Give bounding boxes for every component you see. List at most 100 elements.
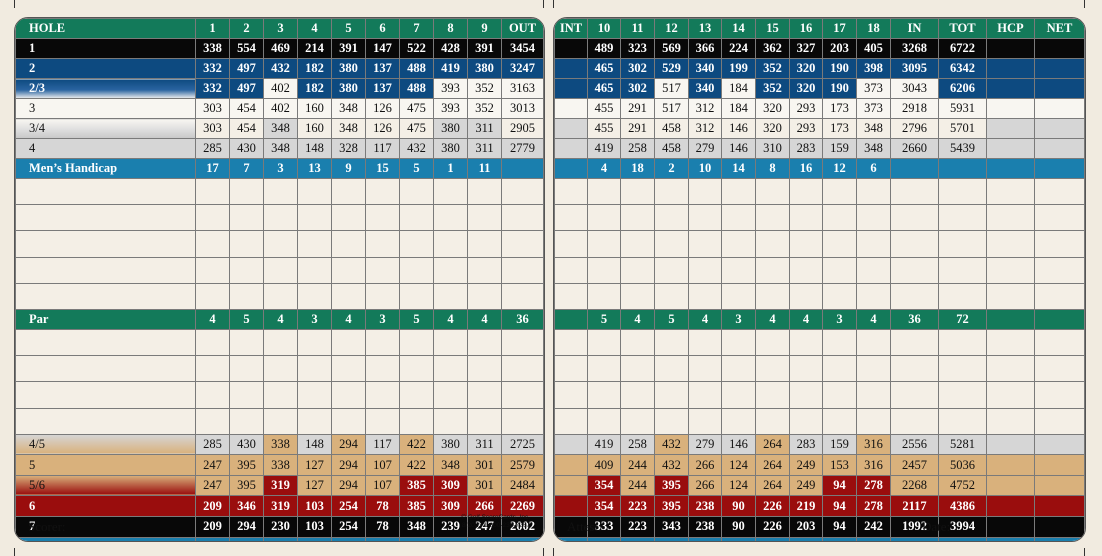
empty-cell[interactable]: [263, 230, 298, 258]
empty-cell[interactable]: [721, 177, 756, 206]
empty-cell[interactable]: [856, 282, 891, 310]
empty-cell[interactable]: [620, 355, 655, 383]
empty-cell[interactable]: [195, 328, 230, 357]
empty-cell[interactable]: [195, 256, 230, 284]
empty-cell[interactable]: [938, 158, 987, 179]
empty-cell[interactable]: [986, 138, 1035, 159]
empty-cell[interactable]: [195, 177, 230, 206]
empty-cell[interactable]: [297, 204, 332, 232]
empty-cell[interactable]: [986, 158, 1035, 179]
empty-cell[interactable]: [1034, 433, 1085, 456]
empty-cell[interactable]: [229, 355, 264, 383]
empty-cell[interactable]: [986, 256, 1035, 284]
empty-cell[interactable]: [263, 407, 298, 435]
empty-cell[interactable]: [554, 158, 588, 179]
empty-cell[interactable]: [986, 230, 1035, 258]
empty-cell[interactable]: [229, 204, 264, 232]
empty-cell[interactable]: [721, 381, 756, 409]
empty-cell[interactable]: [263, 256, 298, 284]
empty-cell[interactable]: [554, 118, 588, 139]
empty-cell[interactable]: [501, 204, 544, 232]
empty-cell[interactable]: [938, 381, 987, 409]
empty-cell[interactable]: [721, 355, 756, 383]
empty-cell[interactable]: [721, 407, 756, 435]
empty-cell[interactable]: [263, 282, 298, 310]
empty-cell[interactable]: [263, 355, 298, 383]
empty-cell[interactable]: [986, 282, 1035, 310]
empty-cell[interactable]: [938, 407, 987, 435]
empty-cell[interactable]: [263, 381, 298, 409]
empty-cell[interactable]: [433, 381, 468, 409]
empty-cell[interactable]: [789, 204, 823, 232]
empty-cell[interactable]: [654, 204, 689, 232]
empty-cell[interactable]: [755, 230, 790, 258]
empty-cell[interactable]: [721, 204, 756, 232]
empty-cell[interactable]: [331, 407, 366, 435]
empty-cell[interactable]: [587, 256, 621, 284]
empty-cell[interactable]: [297, 381, 332, 409]
empty-cell[interactable]: [938, 230, 987, 258]
empty-cell[interactable]: [856, 177, 891, 206]
empty-cell[interactable]: [789, 407, 823, 435]
empty-cell[interactable]: [467, 407, 502, 435]
empty-cell[interactable]: [501, 256, 544, 284]
empty-cell[interactable]: [467, 282, 502, 310]
empty-cell[interactable]: [554, 256, 588, 284]
empty-cell[interactable]: [1034, 328, 1085, 357]
empty-cell[interactable]: [822, 177, 857, 206]
empty-cell[interactable]: [587, 407, 621, 435]
empty-cell[interactable]: [1034, 204, 1085, 232]
empty-cell[interactable]: [331, 381, 366, 409]
empty-cell[interactable]: [554, 407, 588, 435]
empty-cell[interactable]: [986, 177, 1035, 206]
empty-cell[interactable]: [15, 256, 196, 284]
empty-cell[interactable]: [856, 381, 891, 409]
empty-cell[interactable]: [755, 256, 790, 284]
empty-cell[interactable]: [433, 328, 468, 357]
empty-cell[interactable]: [654, 230, 689, 258]
empty-cell[interactable]: [938, 177, 987, 206]
empty-cell[interactable]: [263, 177, 298, 206]
empty-cell[interactable]: [229, 381, 264, 409]
empty-cell[interactable]: [331, 204, 366, 232]
empty-cell[interactable]: [331, 177, 366, 206]
empty-cell[interactable]: [721, 282, 756, 310]
empty-cell[interactable]: [229, 282, 264, 310]
empty-cell[interactable]: [822, 256, 857, 284]
empty-cell[interactable]: [1034, 118, 1085, 139]
empty-cell[interactable]: [1034, 177, 1085, 206]
empty-cell[interactable]: [654, 256, 689, 284]
empty-cell[interactable]: [501, 158, 544, 179]
empty-cell[interactable]: [554, 204, 588, 232]
empty-cell[interactable]: [554, 138, 588, 159]
empty-cell[interactable]: [554, 98, 588, 119]
empty-cell[interactable]: [654, 282, 689, 310]
empty-cell[interactable]: [986, 381, 1035, 409]
empty-cell[interactable]: [822, 355, 857, 383]
empty-cell[interactable]: [986, 474, 1035, 497]
empty-cell[interactable]: [688, 204, 722, 232]
empty-cell[interactable]: [195, 204, 230, 232]
empty-cell[interactable]: [986, 495, 1035, 518]
empty-cell[interactable]: [587, 381, 621, 409]
empty-cell[interactable]: [890, 256, 939, 284]
empty-cell[interactable]: [554, 355, 588, 383]
empty-cell[interactable]: [15, 355, 196, 383]
empty-cell[interactable]: [587, 177, 621, 206]
empty-cell[interactable]: [890, 204, 939, 232]
empty-cell[interactable]: [986, 58, 1035, 79]
empty-cell[interactable]: [501, 328, 544, 357]
empty-cell[interactable]: [229, 256, 264, 284]
empty-cell[interactable]: [620, 204, 655, 232]
empty-cell[interactable]: [365, 407, 400, 435]
empty-cell[interactable]: [554, 177, 588, 206]
empty-cell[interactable]: [467, 177, 502, 206]
empty-cell[interactable]: [1034, 282, 1085, 310]
empty-cell[interactable]: [15, 230, 196, 258]
empty-cell[interactable]: [399, 230, 434, 258]
empty-cell[interactable]: [688, 282, 722, 310]
empty-cell[interactable]: [554, 474, 588, 497]
empty-cell[interactable]: [501, 355, 544, 383]
empty-cell[interactable]: [263, 204, 298, 232]
empty-cell[interactable]: [856, 355, 891, 383]
